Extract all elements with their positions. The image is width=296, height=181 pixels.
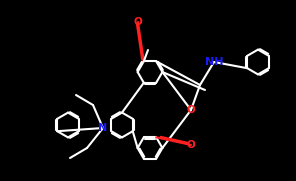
Text: O: O bbox=[186, 140, 195, 150]
Text: O: O bbox=[186, 105, 195, 115]
Text: N: N bbox=[98, 123, 108, 133]
Text: NH: NH bbox=[205, 57, 223, 67]
Text: O: O bbox=[133, 17, 142, 27]
